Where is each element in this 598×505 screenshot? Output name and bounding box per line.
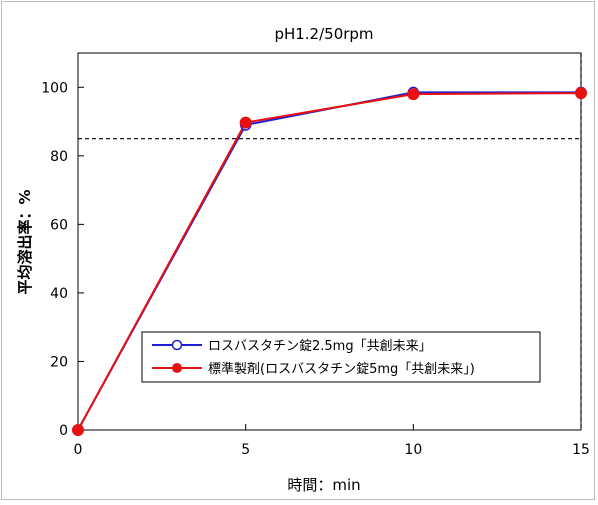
legend: ロスバスタチン錠2.5mg「共創未来」 標準製剤(ロスバスタチン錠5mg「共創未…	[141, 331, 541, 383]
y-tick-label: 20	[50, 354, 68, 370]
y-tick-label: 100	[41, 80, 68, 96]
y-tick-label: 0	[59, 423, 68, 439]
x-tick-label: 0	[74, 442, 83, 458]
series-line-2	[77, 92, 582, 431]
legend-box	[141, 331, 541, 383]
x-tick-label: 15	[572, 442, 590, 458]
plot-area	[77, 52, 582, 431]
legend-label-series-1: ロスバスタチン錠2.5mg「共創未来」	[208, 339, 432, 354]
data-point-series-2	[407, 88, 420, 101]
x-axis-label: 時間：min	[287, 476, 360, 494]
legend-item-series-1: ロスバスタチン錠2.5mg「共創未来」	[152, 339, 432, 354]
data-point-series-2	[575, 87, 587, 100]
y-tick-label: 40	[50, 286, 68, 302]
chart-title: pH1.2/50rpm	[274, 25, 373, 43]
data-point-series-2	[239, 116, 252, 129]
data-point-series-2	[72, 424, 84, 436]
y-axis-label: 平均溶出率：%	[16, 189, 34, 294]
legend-marker-series-1	[171, 339, 183, 351]
y-tick-label: 80	[50, 149, 68, 165]
legend-label-series-2: 標準製剤(ロスバスタチン錠5mg「共創未来」)	[208, 361, 475, 377]
x-tick-label: 10	[404, 442, 422, 458]
legend-marker-series-2	[172, 363, 182, 373]
legend-item-series-2: 標準製剤(ロスバスタチン錠5mg「共創未来」)	[152, 361, 475, 377]
y-tick-label: 60	[50, 217, 68, 233]
x-tick-label: 5	[241, 442, 250, 458]
